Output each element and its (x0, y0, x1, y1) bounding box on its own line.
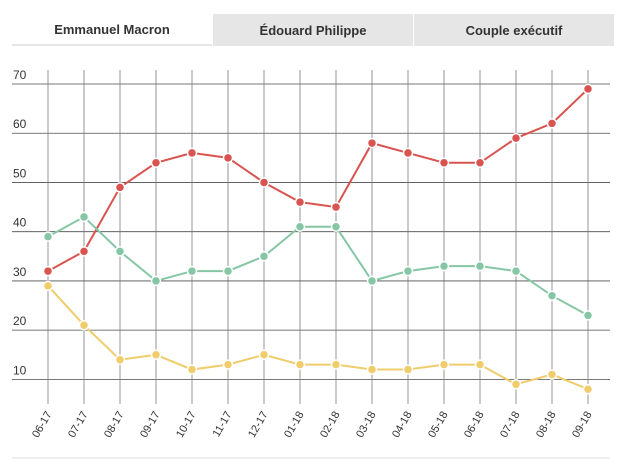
chart-tabs: Emmanuel Macron Édouard Philippe Couple … (12, 14, 614, 46)
series-1-point (150, 275, 162, 287)
y-tick-label: 60 (13, 117, 27, 131)
y-tick-label: 30 (13, 265, 27, 279)
series-1-point (114, 246, 126, 257)
series-line-2 (47, 285, 589, 391)
series-line-0 (47, 88, 589, 272)
series-2-point (474, 359, 486, 370)
series-1-point (78, 211, 90, 223)
series-line-1 (47, 215, 589, 317)
x-tick-label: 12-17 (246, 410, 270, 440)
series-2-point (222, 359, 234, 370)
x-tick-label: 08-17 (102, 410, 126, 440)
series-0-point (222, 152, 234, 164)
y-tick-label: 70 (13, 68, 27, 82)
x-tick-label: 07-18 (498, 410, 522, 440)
series-0-point (510, 132, 522, 144)
series-0-point (546, 118, 558, 129)
series-1-point (582, 310, 594, 321)
series-0-point (366, 137, 378, 149)
series-0-point (474, 157, 486, 169)
series-2-point (150, 349, 162, 361)
series-2-point (366, 364, 378, 375)
series-0-point (330, 201, 342, 213)
series-2-point (42, 280, 54, 292)
x-tick-label: 08-18 (534, 410, 558, 440)
series-1-point (402, 265, 414, 277)
series-1-point (366, 275, 378, 287)
series-2-point (330, 359, 342, 370)
series-1-point (294, 221, 306, 233)
series-1-point (546, 290, 558, 301)
series-1-point (258, 251, 270, 262)
y-tick-label: 10 (13, 363, 27, 377)
tab-emmanuel-macron[interactable]: Emmanuel Macron (12, 14, 212, 46)
series-0-point (294, 196, 306, 208)
series-2-point (438, 359, 450, 370)
x-tick-label: 04-18 (390, 410, 414, 440)
series-2-point (186, 364, 198, 375)
series-0-point (150, 157, 162, 169)
series-0-point (42, 265, 54, 277)
x-tick-label: 10-17 (174, 410, 198, 440)
tab-couple-executif[interactable]: Couple exécutif (413, 14, 614, 46)
series-0-point (438, 157, 450, 169)
x-tick-label: 06-18 (462, 410, 486, 440)
series-2-point (546, 369, 558, 380)
y-tick-label: 40 (13, 216, 27, 230)
series-1-point (438, 260, 450, 272)
series-0-point (258, 177, 270, 188)
series-1-point (186, 265, 198, 277)
series-2-point (78, 319, 90, 331)
x-tick-label: 09-18 (570, 410, 594, 440)
x-tick-label: 01-18 (282, 410, 306, 440)
x-tick-label: 05-18 (426, 410, 450, 440)
series-1-point (474, 260, 486, 272)
series-0-point (186, 147, 198, 159)
series-1-point (510, 265, 522, 277)
series-0-point (114, 182, 126, 193)
series-1-point (42, 231, 54, 242)
series-2-point (582, 383, 594, 395)
y-tick-label: 50 (13, 166, 27, 180)
x-tick-label: 02-18 (318, 410, 342, 440)
x-tick-label: 06-17 (30, 410, 54, 440)
series-0-point (402, 147, 414, 159)
series-2-point (258, 349, 270, 361)
series-0-point (78, 246, 90, 257)
series-2-point (402, 364, 414, 375)
series-2-point (510, 379, 522, 390)
series-0-point (582, 83, 594, 95)
series-2-point (114, 354, 126, 365)
y-tick-label: 20 (13, 314, 27, 328)
series-1-point (330, 221, 342, 233)
x-tick-label: 03-18 (354, 410, 378, 440)
x-tick-label: 09-17 (138, 410, 162, 440)
x-tick-label: 11-17 (211, 410, 235, 440)
series-1-point (222, 265, 234, 277)
tab-edouard-philippe[interactable]: Édouard Philippe (212, 14, 413, 46)
x-tick-label: 07-17 (66, 410, 90, 440)
series-2-point (294, 359, 306, 370)
